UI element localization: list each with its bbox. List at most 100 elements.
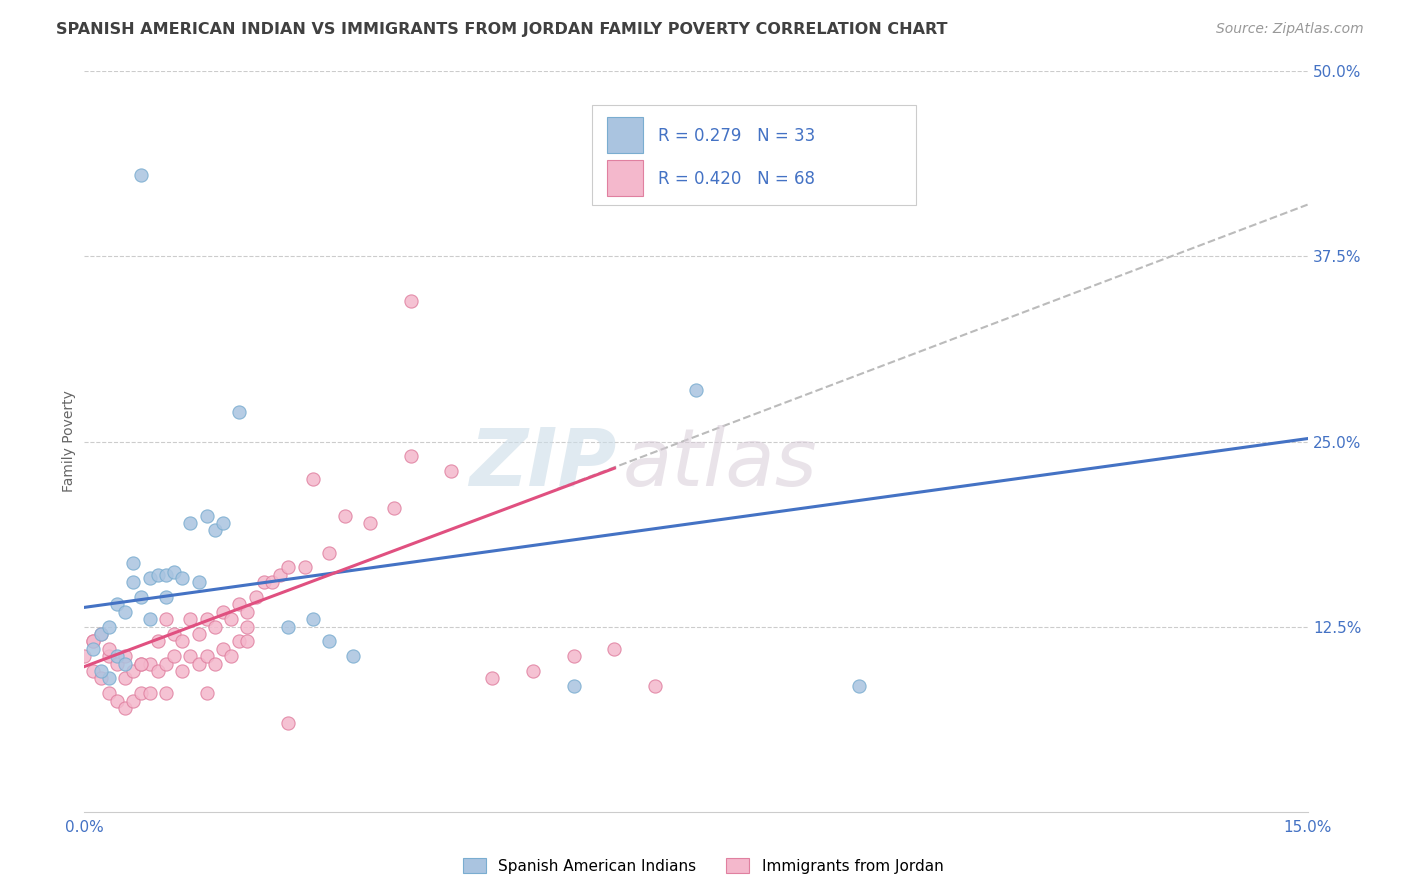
- Point: [163, 649, 186, 664]
- Point: [155, 657, 177, 671]
- Point: [195, 686, 218, 700]
- Point: [187, 627, 209, 641]
- FancyBboxPatch shape: [606, 161, 644, 195]
- Point: [179, 649, 201, 664]
- Point: [97, 672, 120, 686]
- Point: [212, 605, 235, 619]
- Point: [122, 575, 145, 590]
- Point: [122, 664, 145, 678]
- Text: ZIP: ZIP: [470, 425, 616, 503]
- Point: [644, 679, 666, 693]
- Point: [187, 657, 209, 671]
- Point: [172, 664, 194, 678]
- Point: [204, 619, 226, 633]
- Point: [245, 590, 267, 604]
- Point: [685, 383, 707, 397]
- Point: [382, 501, 405, 516]
- Point: [301, 471, 323, 485]
- Point: [97, 641, 120, 656]
- Point: [228, 405, 250, 419]
- Point: [848, 679, 870, 693]
- Point: [359, 516, 381, 530]
- Point: [146, 567, 169, 582]
- Point: [114, 672, 136, 686]
- Point: [146, 634, 169, 648]
- Point: [260, 575, 283, 590]
- Text: SPANISH AMERICAN INDIAN VS IMMIGRANTS FROM JORDAN FAMILY POVERTY CORRELATION CHA: SPANISH AMERICAN INDIAN VS IMMIGRANTS FR…: [56, 22, 948, 37]
- Point: [228, 598, 250, 612]
- Text: atlas: atlas: [623, 425, 817, 503]
- Point: [481, 672, 503, 686]
- Point: [131, 686, 153, 700]
- Point: [195, 612, 218, 626]
- Point: [163, 627, 186, 641]
- Point: [301, 612, 323, 626]
- Point: [122, 556, 145, 570]
- Point: [399, 450, 422, 464]
- Point: [90, 664, 112, 678]
- Point: [187, 575, 209, 590]
- Point: [269, 567, 291, 582]
- Text: R = 0.279   N = 33: R = 0.279 N = 33: [658, 127, 815, 145]
- Point: [172, 571, 194, 585]
- FancyBboxPatch shape: [606, 117, 644, 153]
- Point: [90, 627, 112, 641]
- Point: [105, 598, 128, 612]
- Point: [236, 605, 259, 619]
- Point: [342, 649, 364, 664]
- Point: [212, 516, 235, 530]
- Point: [440, 464, 463, 478]
- Point: [90, 672, 112, 686]
- Point: [82, 634, 104, 648]
- Point: [138, 657, 160, 671]
- Point: [204, 657, 226, 671]
- Point: [131, 590, 153, 604]
- Point: [195, 508, 218, 523]
- Point: [155, 567, 177, 582]
- Legend: Spanish American Indians, Immigrants from Jordan: Spanish American Indians, Immigrants fro…: [457, 852, 949, 880]
- Point: [236, 619, 259, 633]
- Point: [114, 657, 136, 671]
- Point: [277, 619, 299, 633]
- Point: [73, 649, 96, 664]
- Point: [155, 612, 177, 626]
- Point: [562, 649, 585, 664]
- Point: [105, 694, 128, 708]
- Point: [114, 701, 136, 715]
- Point: [82, 634, 104, 648]
- Point: [212, 641, 235, 656]
- Point: [155, 590, 177, 604]
- Point: [277, 715, 299, 730]
- Point: [277, 560, 299, 574]
- Point: [138, 571, 160, 585]
- Y-axis label: Family Poverty: Family Poverty: [62, 391, 76, 492]
- Point: [90, 627, 112, 641]
- Point: [97, 619, 120, 633]
- Point: [97, 686, 120, 700]
- Point: [179, 516, 201, 530]
- Point: [163, 565, 186, 579]
- Point: [114, 605, 136, 619]
- Point: [335, 508, 357, 523]
- Point: [603, 641, 626, 656]
- Point: [522, 664, 544, 678]
- Point: [294, 560, 316, 574]
- Point: [146, 664, 169, 678]
- Point: [114, 649, 136, 664]
- Point: [131, 168, 153, 182]
- Point: [97, 649, 120, 664]
- Point: [219, 649, 242, 664]
- Point: [131, 657, 153, 671]
- Point: [253, 575, 276, 590]
- Point: [204, 524, 226, 538]
- Point: [105, 657, 128, 671]
- Point: [122, 694, 145, 708]
- Point: [236, 634, 259, 648]
- Point: [105, 649, 128, 664]
- Point: [82, 664, 104, 678]
- Point: [82, 641, 104, 656]
- Point: [318, 546, 340, 560]
- Point: [179, 612, 201, 626]
- Point: [155, 686, 177, 700]
- Point: [219, 612, 242, 626]
